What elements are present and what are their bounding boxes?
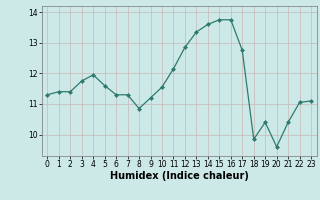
X-axis label: Humidex (Indice chaleur): Humidex (Indice chaleur) xyxy=(110,171,249,181)
